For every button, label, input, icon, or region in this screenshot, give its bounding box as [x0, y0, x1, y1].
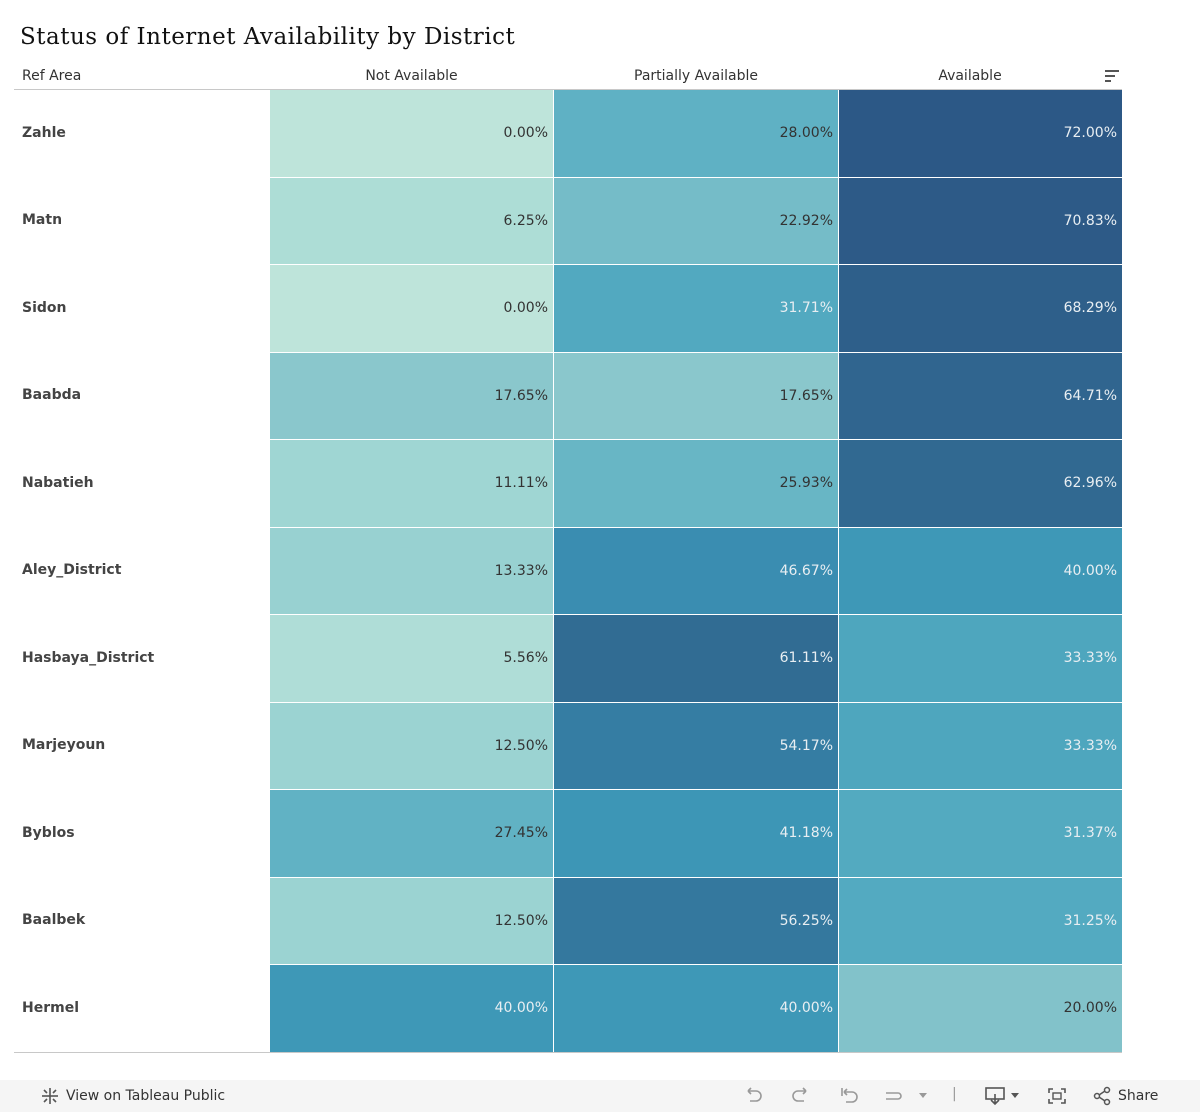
toolbar-separator: | [952, 1086, 957, 1102]
heatmap-cell[interactable]: 61.11% [554, 615, 838, 702]
row-label: Hermel [22, 999, 79, 1016]
row-label: Matn [22, 212, 63, 228]
heatmap-cell[interactable]: 0.00% [270, 265, 553, 352]
heatmap-cell[interactable]: 6.25% [270, 178, 553, 264]
share-button[interactable]: Share [1118, 1088, 1159, 1104]
row-label: Hasbaya_District [22, 649, 155, 666]
heatmap-cell[interactable]: 27.45% [270, 790, 553, 877]
forward-dropdown-icon[interactable] [918, 1092, 928, 1100]
heatmap-cell[interactable]: 40.00% [270, 965, 553, 1052]
heatmap-cell[interactable]: 70.83% [839, 178, 1122, 264]
download-dropdown-icon[interactable] [1010, 1092, 1020, 1100]
heatmap-cell[interactable]: 64.71% [839, 353, 1122, 439]
heatmap-cell[interactable]: 13.33% [270, 528, 553, 614]
heatmap-cell[interactable]: 33.33% [839, 703, 1122, 789]
header-divider [14, 89, 1122, 90]
column-header-partially-available[interactable]: Partially Available [634, 68, 758, 84]
row-label: Nabatieh [22, 474, 94, 491]
heatmap-cell[interactable]: 72.00% [839, 90, 1122, 177]
undo-icon[interactable] [742, 1086, 764, 1106]
row-label: Sidon [22, 299, 67, 316]
row-header: Ref Area [22, 68, 82, 84]
row-label: Aley_District [22, 562, 122, 578]
heatmap-cell[interactable]: 0.00% [270, 90, 553, 177]
column-header-available[interactable]: Available [938, 68, 1002, 84]
heatmap-cell[interactable]: 54.17% [554, 703, 838, 789]
heatmap-cell[interactable]: 40.00% [554, 965, 838, 1052]
share-icon[interactable] [1092, 1086, 1112, 1106]
heatmap-cell[interactable]: 56.25% [554, 878, 838, 964]
tableau-toolbar: View on Tableau Public | Share [0, 1080, 1200, 1112]
row-label: Baalbek [22, 912, 86, 928]
heatmap-cell[interactable]: 20.00% [839, 965, 1122, 1052]
heatmap-cell[interactable]: 33.33% [839, 615, 1122, 702]
forward-icon[interactable] [882, 1086, 904, 1106]
download-icon[interactable] [984, 1086, 1006, 1106]
heatmap-cell[interactable]: 68.29% [839, 265, 1122, 352]
heatmap-cell[interactable]: 31.71% [554, 265, 838, 352]
heatmap-cell[interactable]: 12.50% [270, 878, 553, 964]
heatmap-cell[interactable]: 40.00% [839, 528, 1122, 614]
heatmap-cell[interactable]: 22.92% [554, 178, 838, 264]
heatmap-cell[interactable]: 62.96% [839, 440, 1122, 527]
heatmap-cell[interactable]: 31.37% [839, 790, 1122, 877]
view-on-tableau-public-link[interactable]: View on Tableau Public [66, 1088, 226, 1104]
heatmap-cell[interactable]: 12.50% [270, 703, 553, 789]
bottom-divider [14, 1052, 1122, 1053]
revert-icon[interactable] [838, 1086, 860, 1106]
heatmap-cell[interactable]: 28.00% [554, 90, 838, 177]
heatmap-cell[interactable]: 25.93% [554, 440, 838, 527]
heatmap-cell[interactable]: 46.67% [554, 528, 838, 614]
tableau-logo-icon [42, 1088, 58, 1104]
row-label: Byblos [22, 824, 75, 841]
heatmap-cell[interactable]: 17.65% [554, 353, 838, 439]
chart-title: Status of Internet Availability by Distr… [20, 24, 516, 50]
row-label: Baabda [22, 387, 82, 403]
heatmap-cell[interactable]: 5.56% [270, 615, 553, 702]
heatmap-cell[interactable]: 31.25% [839, 878, 1122, 964]
column-header-not-available[interactable]: Not Available [365, 68, 458, 84]
fullscreen-icon[interactable] [1046, 1086, 1068, 1106]
heatmap-cell[interactable]: 41.18% [554, 790, 838, 877]
heatmap-cell[interactable]: 17.65% [270, 353, 553, 439]
redo-icon[interactable] [790, 1086, 812, 1106]
row-label: Zahle [22, 124, 66, 141]
sort-icon[interactable] [1105, 70, 1119, 82]
heatmap-cell[interactable]: 11.11% [270, 440, 553, 527]
row-label: Marjeyoun [22, 737, 106, 753]
